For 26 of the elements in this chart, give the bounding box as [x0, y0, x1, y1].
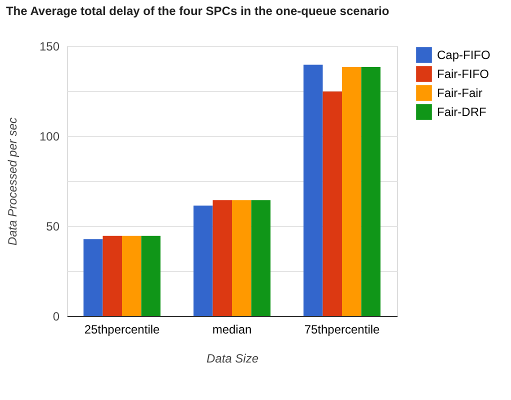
chart-title: The Average total delay of the four SPCs in the one-queue scenario — [6, 4, 390, 18]
legend-label: Fair-DRF — [437, 105, 486, 119]
x-tick-label: median — [212, 322, 252, 336]
bar — [141, 236, 160, 316]
y-tick-label: 0 — [52, 310, 60, 324]
y-axis-title: Data Processed per sec — [5, 117, 20, 246]
bar — [122, 236, 142, 316]
bar — [304, 64, 323, 316]
x-tick-label: 75thpercentile — [304, 322, 380, 336]
y-tick-label: 100 — [39, 130, 60, 144]
bar — [232, 200, 252, 316]
x-tick-label: 25thpercentile — [84, 322, 160, 336]
legend-label: Cap-FIFO — [437, 48, 490, 62]
legend-label: Fair-FIFO — [437, 67, 489, 81]
y-tick-label: 50 — [46, 220, 60, 234]
legend-label: Fair-Fair — [437, 86, 482, 100]
bar — [361, 67, 380, 316]
y-tick-label: 150 — [39, 40, 60, 54]
bar — [84, 239, 103, 316]
bar — [194, 206, 213, 316]
bar — [102, 236, 122, 316]
bar — [322, 92, 342, 316]
bar — [251, 200, 270, 316]
x-axis-title: Data Size — [206, 352, 259, 366]
bar — [342, 67, 362, 316]
bar — [212, 200, 232, 316]
